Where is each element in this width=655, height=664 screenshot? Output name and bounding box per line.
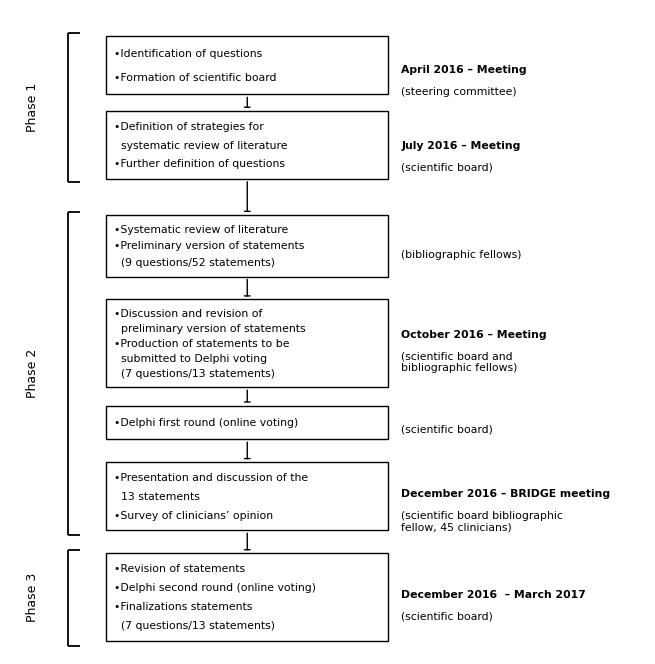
FancyBboxPatch shape — [106, 36, 388, 94]
Text: systematic review of literature: systematic review of literature — [115, 141, 288, 151]
FancyBboxPatch shape — [106, 462, 388, 531]
Text: •Delphi second round (online voting): •Delphi second round (online voting) — [115, 583, 316, 594]
FancyBboxPatch shape — [106, 406, 388, 440]
FancyBboxPatch shape — [106, 553, 388, 641]
Text: April 2016 – Meeting: April 2016 – Meeting — [402, 65, 527, 75]
Text: •Survey of clinicians’ opinion: •Survey of clinicians’ opinion — [115, 511, 274, 521]
Text: •Delphi first round (online voting): •Delphi first round (online voting) — [115, 418, 299, 428]
Text: Phase 3: Phase 3 — [26, 573, 39, 622]
Text: submitted to Delphi voting: submitted to Delphi voting — [115, 355, 267, 365]
Text: (scientific board bibliographic
fellow, 45 clinicians): (scientific board bibliographic fellow, … — [402, 511, 563, 533]
Text: (7 questions/13 statements): (7 questions/13 statements) — [115, 622, 275, 631]
Text: •Formation of scientific board: •Formation of scientific board — [115, 72, 277, 82]
Text: (scientific board): (scientific board) — [402, 163, 493, 173]
Text: (steering committee): (steering committee) — [402, 87, 517, 97]
Text: •Presentation and discussion of the: •Presentation and discussion of the — [115, 473, 309, 483]
Text: 13 statements: 13 statements — [115, 492, 200, 502]
FancyBboxPatch shape — [106, 111, 388, 179]
Text: Phase 1: Phase 1 — [26, 83, 39, 132]
Text: (bibliographic fellows): (bibliographic fellows) — [402, 250, 522, 260]
Text: December 2016 – BRIDGE meeting: December 2016 – BRIDGE meeting — [402, 489, 610, 499]
Text: •Systematic review of literature: •Systematic review of literature — [115, 224, 289, 235]
Text: October 2016 – Meeting: October 2016 – Meeting — [402, 330, 547, 340]
Text: (scientific board): (scientific board) — [402, 424, 493, 434]
Text: •Finalizations statements: •Finalizations statements — [115, 602, 253, 612]
Text: Phase 2: Phase 2 — [26, 349, 39, 398]
Text: (9 questions/52 statements): (9 questions/52 statements) — [115, 258, 275, 268]
Text: •Further definition of questions: •Further definition of questions — [115, 159, 286, 169]
Text: •Definition of strategies for: •Definition of strategies for — [115, 122, 264, 131]
FancyBboxPatch shape — [106, 299, 388, 387]
Text: (scientific board): (scientific board) — [402, 612, 493, 622]
FancyBboxPatch shape — [106, 215, 388, 277]
Text: •Discussion and revision of: •Discussion and revision of — [115, 309, 263, 319]
Text: •Revision of statements: •Revision of statements — [115, 564, 246, 574]
Text: •Identification of questions: •Identification of questions — [115, 49, 263, 59]
Text: (scientific board and
bibliographic fellows): (scientific board and bibliographic fell… — [402, 351, 517, 373]
Text: (7 questions/13 statements): (7 questions/13 statements) — [115, 369, 275, 380]
Text: December 2016  – March 2017: December 2016 – March 2017 — [402, 590, 586, 600]
Text: July 2016 – Meeting: July 2016 – Meeting — [402, 141, 521, 151]
Text: •Preliminary version of statements: •Preliminary version of statements — [115, 242, 305, 252]
Text: •Production of statements to be: •Production of statements to be — [115, 339, 290, 349]
Text: preliminary version of statements: preliminary version of statements — [115, 324, 306, 334]
